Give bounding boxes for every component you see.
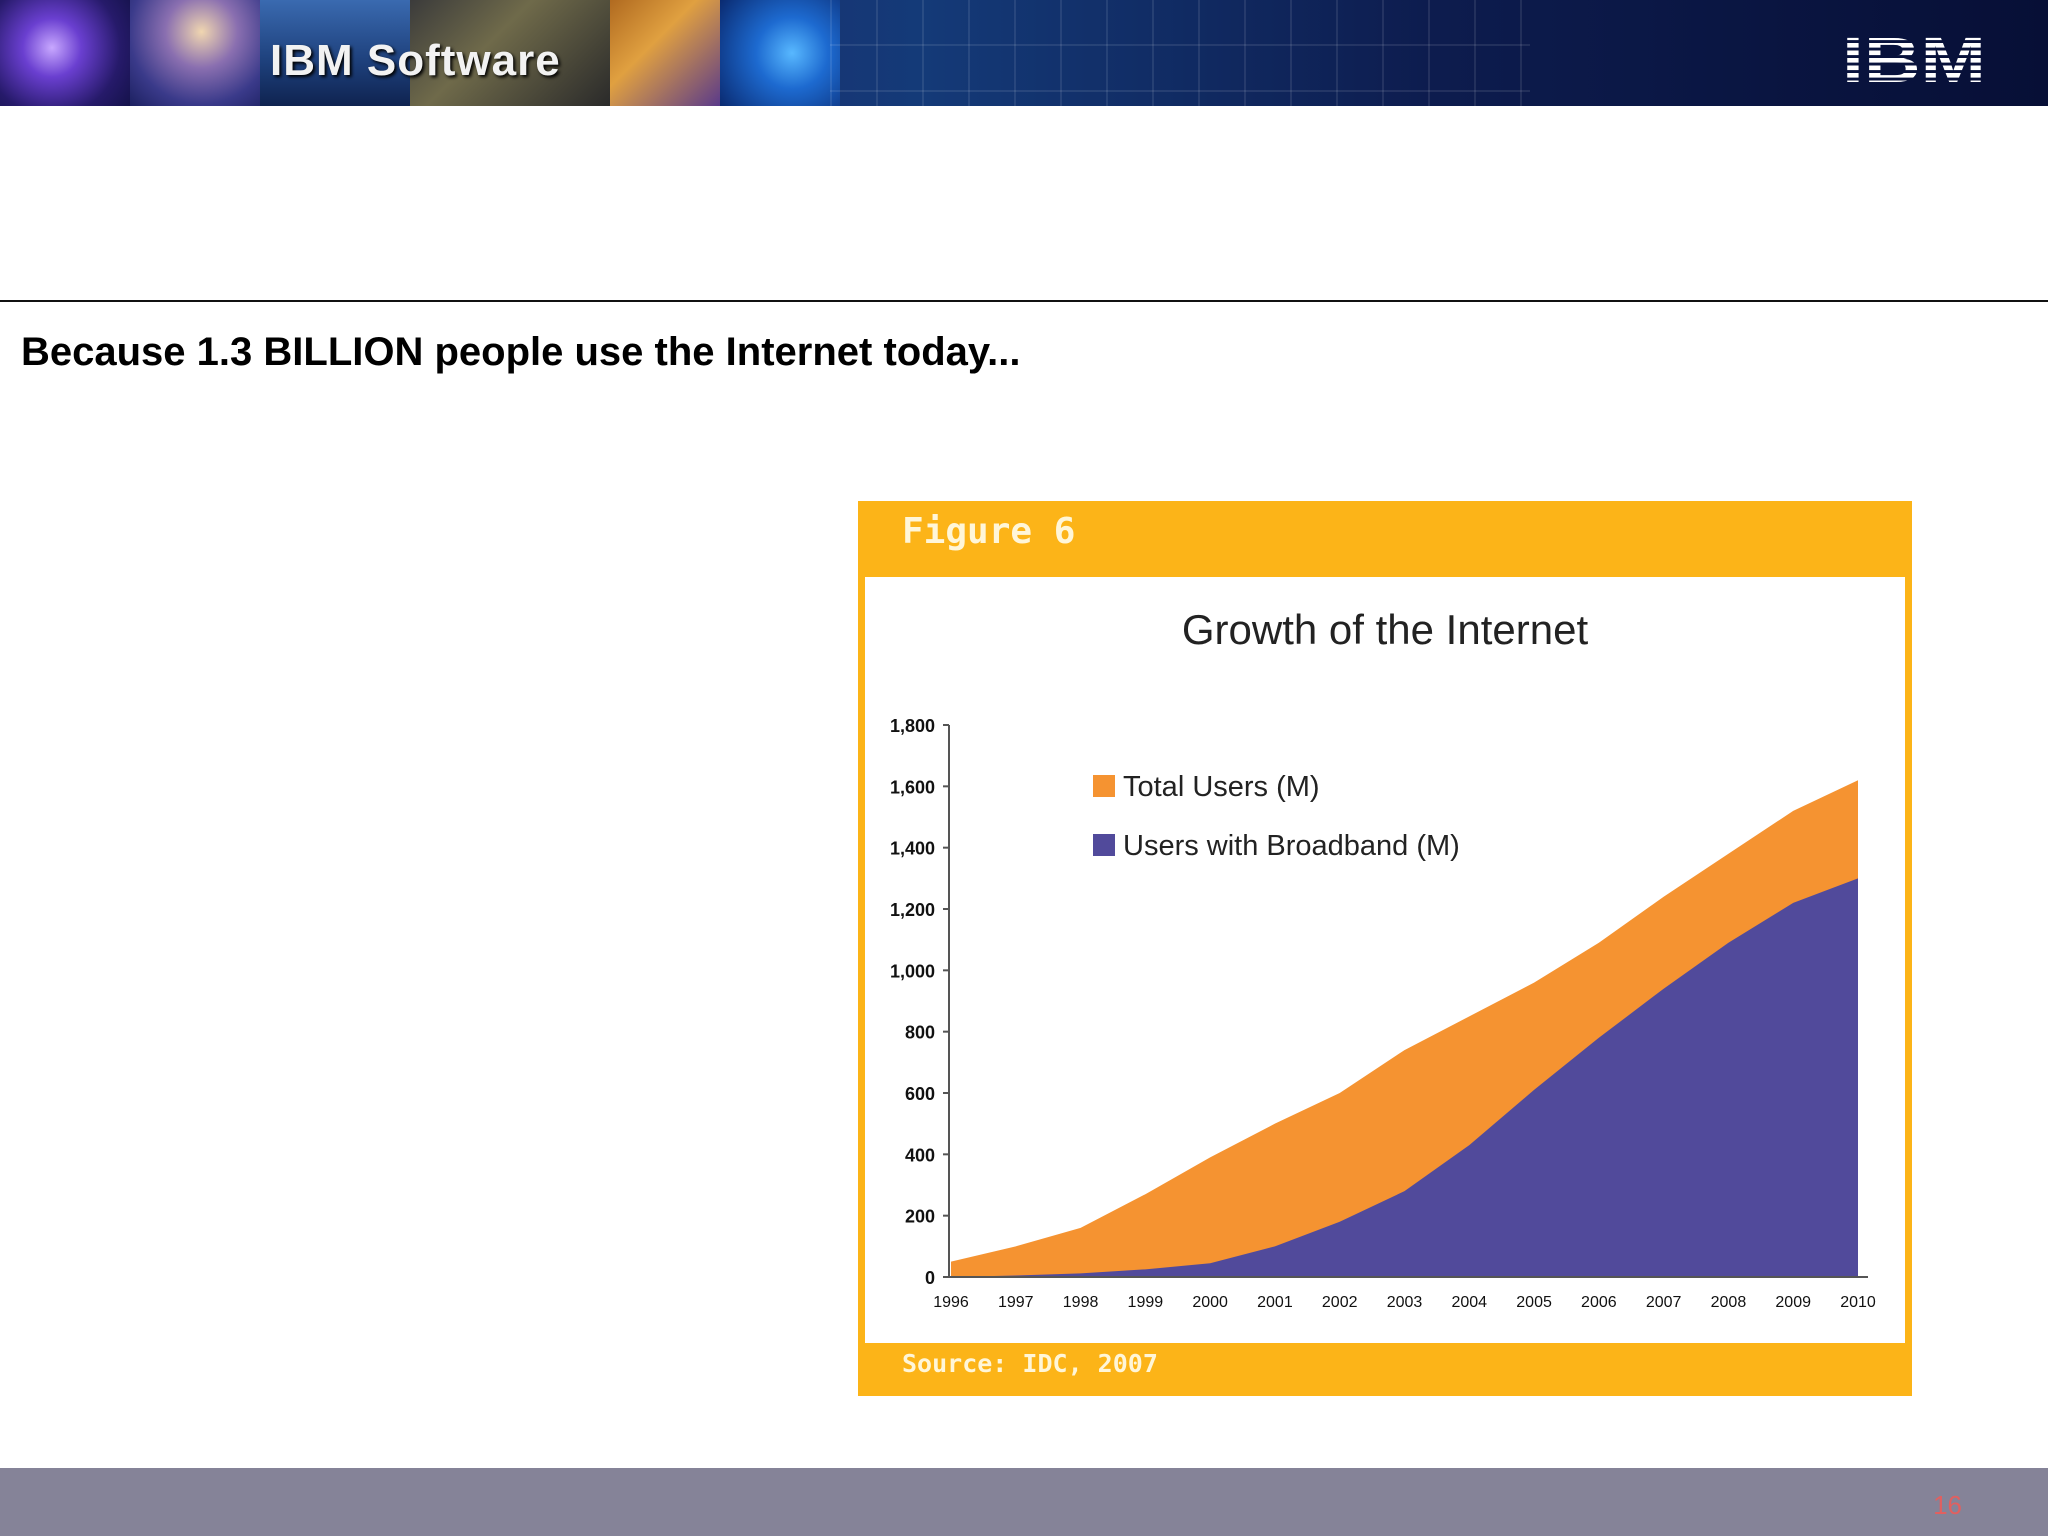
x-tick-label: 2008 bbox=[1711, 1294, 1747, 1311]
banner-image-tile bbox=[720, 0, 840, 106]
title-divider bbox=[0, 300, 2048, 302]
legend-label: Users with Broadband (M) bbox=[1123, 830, 1460, 862]
legend-label: Total Users (M) bbox=[1123, 771, 1320, 803]
banner-image-tile bbox=[260, 0, 410, 106]
slide-heading: Because 1.3 BILLION people use the Inter… bbox=[21, 330, 1021, 374]
x-tick-label: 1997 bbox=[998, 1294, 1034, 1311]
x-tick-label: 1999 bbox=[1128, 1294, 1164, 1311]
banner-image-tile bbox=[410, 0, 610, 106]
y-tick-label: 200 bbox=[905, 1207, 935, 1227]
ibm-logo-text: IBM bbox=[1842, 28, 1986, 88]
x-tick-label: 1998 bbox=[1063, 1294, 1099, 1311]
y-tick-label: 600 bbox=[905, 1084, 935, 1104]
legend-swatch bbox=[1093, 775, 1115, 797]
figure-label: Figure 6 bbox=[902, 511, 1076, 552]
x-tick-label: 2005 bbox=[1516, 1294, 1552, 1311]
chart-title: Growth of the Internet bbox=[1182, 606, 1589, 653]
y-tick-label: 1,000 bbox=[890, 961, 935, 981]
x-tick-label: 2006 bbox=[1581, 1294, 1617, 1311]
chart-area: Growth of the Internet 0 200 400 600 800 1,000… bbox=[865, 577, 1905, 1343]
figure-panel: Figure 6 Growth of the Internet 0 200 400 60… bbox=[858, 501, 1912, 1396]
legend-swatch bbox=[1093, 834, 1115, 856]
y-tick-label: 1,800 bbox=[890, 716, 935, 736]
x-tick-label: 2001 bbox=[1257, 1294, 1293, 1311]
x-tick-label: 2010 bbox=[1840, 1294, 1876, 1311]
banner-grid-pattern bbox=[830, 0, 1530, 106]
ibm-logo: IBM bbox=[1842, 28, 1986, 88]
page-number: 16 bbox=[1933, 1490, 1962, 1520]
banner-title: IBM Software bbox=[270, 36, 561, 85]
x-tick-label: 2009 bbox=[1775, 1294, 1811, 1311]
area-series-broadband-users bbox=[951, 878, 1858, 1277]
x-tick-label: 2000 bbox=[1192, 1294, 1228, 1311]
x-tick-label: 2002 bbox=[1322, 1294, 1358, 1311]
banner-image-tile bbox=[610, 0, 720, 106]
y-tick-label: 400 bbox=[905, 1145, 935, 1165]
figure-source: Source: IDC, 2007 bbox=[902, 1349, 1158, 1378]
y-tick-label: 0 bbox=[925, 1268, 935, 1288]
x-tick-label: 2007 bbox=[1646, 1294, 1682, 1311]
growth-chart: Growth of the Internet 0 200 400 600 800 1,000… bbox=[890, 606, 1876, 1311]
x-tick-label: 1996 bbox=[933, 1294, 969, 1311]
banner-image-tile bbox=[0, 0, 130, 106]
y-tick-label: 1,600 bbox=[890, 777, 935, 797]
header-banner: IBM Software IBM bbox=[0, 0, 2048, 106]
x-tick-label: 2003 bbox=[1387, 1294, 1423, 1311]
y-tick-label: 800 bbox=[905, 1023, 935, 1043]
y-tick-label: 1,400 bbox=[890, 839, 935, 859]
banner-image-tile bbox=[130, 0, 260, 106]
x-tick-label: 2004 bbox=[1451, 1294, 1487, 1311]
footer-bar: 16 bbox=[0, 1468, 2048, 1536]
y-tick-label: 1,200 bbox=[890, 900, 935, 920]
